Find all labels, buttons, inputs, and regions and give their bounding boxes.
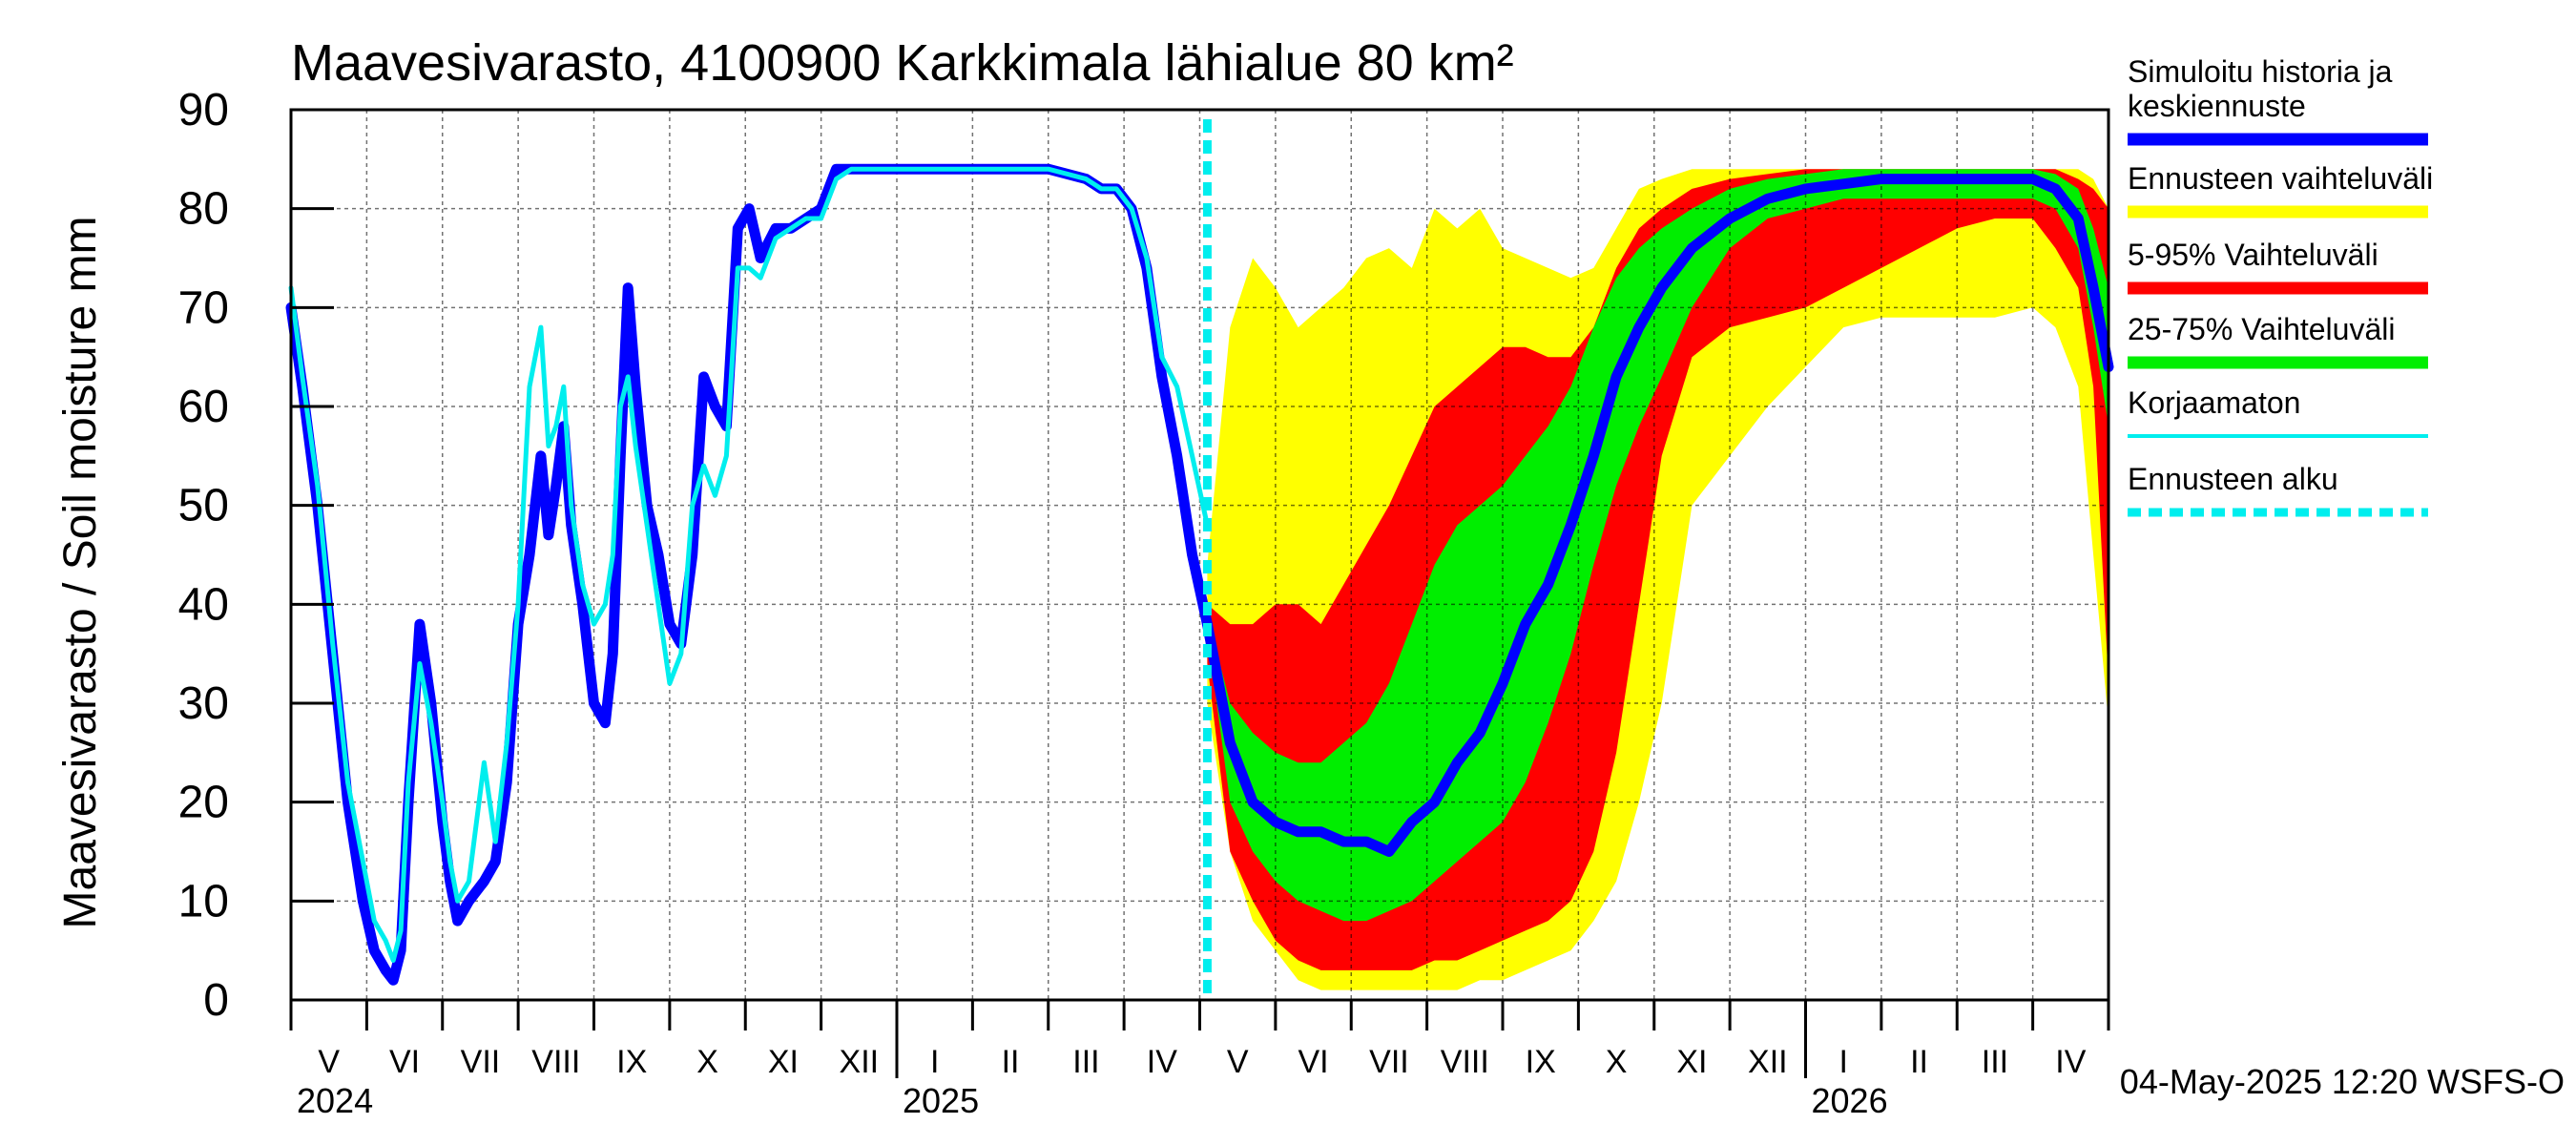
y-tick-label-6: 60	[178, 382, 229, 432]
chart-title: Maavesivarasto, 4100900 Karkkimala lähia…	[291, 34, 1514, 92]
month-label-18: XI	[1676, 1044, 1707, 1080]
y-tick-label-2: 20	[178, 778, 229, 828]
month-label-23: IV	[2055, 1044, 2086, 1080]
y-tick-label-4: 40	[178, 579, 229, 630]
month-label-14: VII	[1369, 1044, 1409, 1080]
month-label-12: V	[1227, 1044, 1249, 1080]
y-tick-label-0: 0	[203, 975, 229, 1026]
y-axis-label: Maavesivarasto / Soil moisture mm	[55, 217, 106, 929]
month-label-15: VIII	[1441, 1044, 1489, 1080]
band-2	[1207, 169, 2109, 922]
series-line-2	[1201, 174, 2114, 857]
legend-swatch-3	[2128, 356, 2428, 369]
series-line-1	[288, 166, 1210, 963]
legend-swatch-0	[2128, 133, 2428, 146]
month-label-8: I	[930, 1044, 939, 1080]
month-label-7: XII	[840, 1044, 880, 1080]
legend-label-3-0: 25-75% Vaihteluväli	[2128, 312, 2395, 346]
year-label-0: 2024	[297, 1081, 373, 1120]
y-tick-label-8: 80	[178, 184, 229, 235]
y-tick-label-3: 30	[178, 678, 229, 729]
legend-label-1-0: Ennusteen vaihteluväli	[2128, 161, 2433, 196]
month-label-6: XI	[768, 1044, 799, 1080]
month-label-13: VI	[1298, 1044, 1329, 1080]
legend-label-0-0: Simuloitu historia ja	[2128, 54, 2393, 89]
legend-label-5-0: Ennusteen alku	[2128, 462, 2338, 496]
month-label-10: III	[1072, 1044, 1099, 1080]
legend-label-0-1: keskiennuste	[2128, 89, 2306, 123]
month-label-3: VIII	[531, 1044, 580, 1080]
series-lines	[285, 119, 2114, 1000]
month-label-4: IX	[616, 1044, 647, 1080]
month-label-9: II	[1002, 1044, 1020, 1080]
month-label-20: I	[1839, 1044, 1847, 1080]
month-label-21: II	[1910, 1044, 1928, 1080]
forecast-bands	[1207, 169, 2109, 990]
month-label-2: VII	[461, 1044, 501, 1080]
legend-label-2-0: 5-95% Vaihteluväli	[2128, 238, 2379, 272]
year-label-1: 2025	[903, 1081, 979, 1120]
y-tick-label-1: 10	[178, 876, 229, 926]
month-label-1: VI	[389, 1044, 420, 1080]
y-tick-label-5: 50	[178, 481, 229, 531]
y-tick-label-7: 70	[178, 282, 229, 333]
year-label-2: 2026	[1812, 1081, 1888, 1120]
series-line-0	[285, 163, 1213, 986]
month-label-11: IV	[1147, 1044, 1177, 1080]
timestamp: 04-May-2025 12:20 WSFS-O	[2120, 1062, 2565, 1101]
month-label-5: X	[696, 1044, 718, 1080]
month-label-22: III	[1982, 1044, 2008, 1080]
legend-label-4-0: Korjaamaton	[2128, 385, 2300, 420]
month-label-19: XII	[1748, 1044, 1788, 1080]
month-label-0: V	[318, 1044, 340, 1080]
y-tick-label-9: 90	[178, 85, 229, 135]
month-label-17: X	[1606, 1044, 1628, 1080]
month-label-16: IX	[1526, 1044, 1556, 1080]
legend-swatch-1	[2128, 205, 2428, 219]
legend-swatch-2	[2128, 281, 2428, 295]
